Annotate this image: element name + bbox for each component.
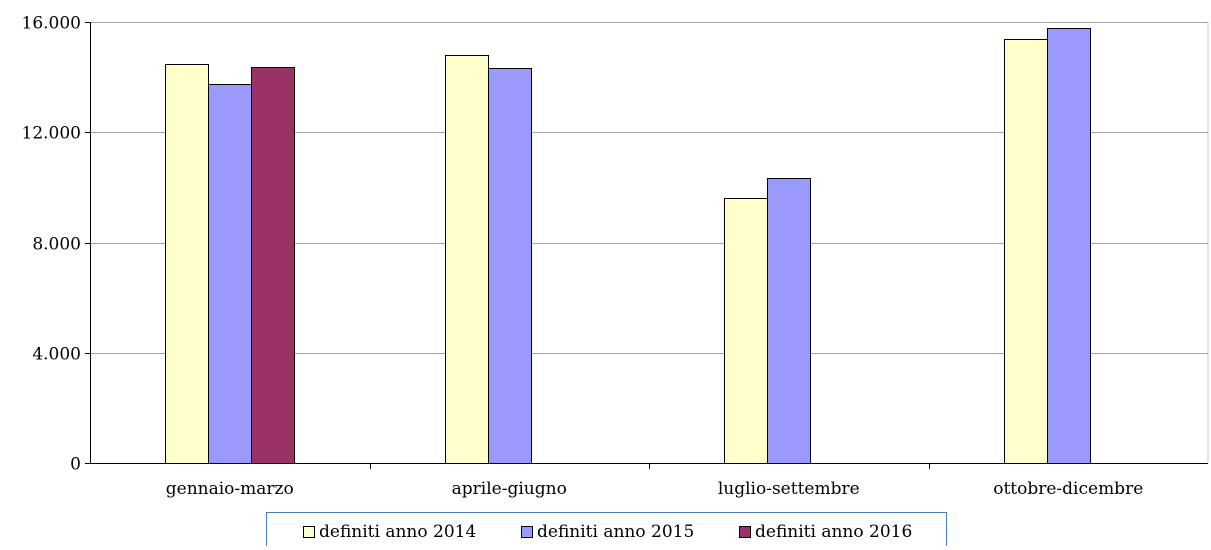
legend-label: definiti anno 2014 <box>319 522 476 542</box>
bars <box>165 28 1091 464</box>
y-tick-label: 16.000 <box>22 14 81 34</box>
bar-0-1 <box>208 84 252 464</box>
y-tick-label: 4.000 <box>32 345 81 365</box>
y-tick-label: 12.000 <box>22 124 81 144</box>
bar-0-0 <box>165 64 209 464</box>
x-tick-label: luglio-settembre <box>718 479 860 499</box>
bar-0-2 <box>251 67 295 464</box>
y-tick-label: 0 <box>70 455 81 475</box>
legend-label: definiti anno 2016 <box>755 522 912 542</box>
bar-3-1 <box>1047 28 1091 464</box>
legend-box <box>266 512 947 550</box>
legend-label: definiti anno 2015 <box>537 522 694 542</box>
bar-3-0 <box>1004 39 1048 464</box>
bar-2-1 <box>767 178 811 464</box>
axis-labels: 0 4.000 8.000 12.000 16.000 gennaio-marzo apri… <box>22 14 1144 500</box>
legend: definiti anno 2014 definiti anno 2015 defi… <box>266 512 947 550</box>
bar-2-0 <box>724 198 768 464</box>
bar-1-1 <box>488 68 532 464</box>
x-tick-label: ottobre-dicembre <box>993 479 1143 499</box>
bar-1-0 <box>445 55 489 464</box>
x-tick-label: gennaio-marzo <box>166 479 294 499</box>
x-tick-label: aprile-giugno <box>452 479 567 499</box>
legend-swatch <box>303 526 315 538</box>
legend-swatch <box>521 526 533 538</box>
y-tick-label: 8.000 <box>32 235 81 255</box>
legend-swatch <box>739 526 751 538</box>
